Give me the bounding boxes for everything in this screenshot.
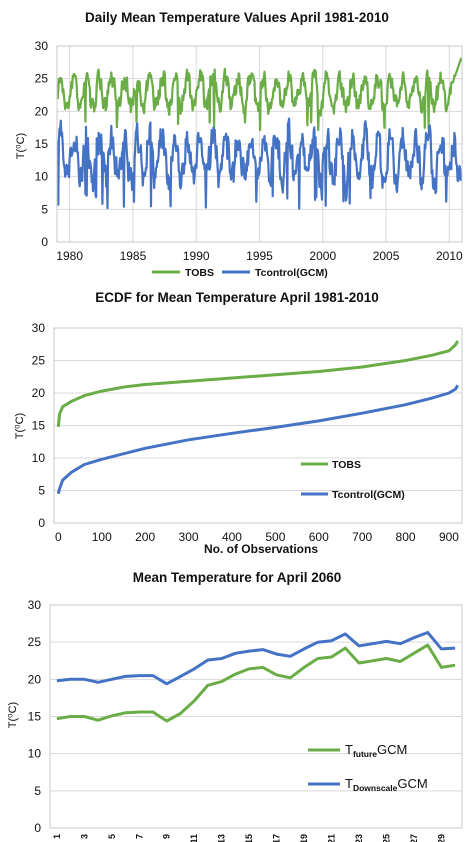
chart2-plot-frame (53, 327, 463, 524)
y-tick-label: 0 (41, 235, 48, 249)
chart2-legend-label-tobs: TOBS (332, 459, 361, 471)
x-tick-label: 200 (135, 530, 155, 544)
chart2-gridlines (54, 360, 462, 491)
y-tick-label: 0 (38, 516, 45, 530)
x-tick-label: 17 (272, 834, 282, 842)
y-tick-label: 25 (28, 635, 42, 649)
x-tick-label: 13 (217, 834, 227, 842)
series-line-tcontrol (56, 117, 463, 210)
chart2-legend: TOBS Tcontrol(GCM) (301, 459, 405, 501)
chart1-x-ticks: 1980 1985 1990 1995 2000 2005 2010 (56, 249, 463, 263)
chart3-y-ticks: 0 5 10 15 20 25 30 (28, 598, 42, 835)
y-tick-label: 15 (35, 137, 49, 151)
chart2-title: ECDF for Mean Temperature April 1981-201… (95, 290, 379, 305)
series-line-tobs (56, 57, 463, 132)
x-tick-label: 21 (327, 834, 337, 842)
chart1-series (56, 57, 463, 210)
series-line-tdownscale (56, 631, 456, 686)
chart-april-2060: Mean Temperature for April 2060 05101520… (7, 570, 463, 842)
y-tick-label: 25 (35, 72, 49, 86)
x-tick-label: 1 (52, 834, 62, 839)
x-tick-label: 23 (354, 834, 364, 842)
y-tick-label: 30 (35, 39, 49, 53)
y-tick-label: 25 (32, 354, 46, 368)
x-tick-label: 900 (439, 530, 459, 544)
y-tick-label: 30 (32, 321, 46, 335)
chart3-legend-label-tfuture: TfutureGCM (345, 742, 407, 759)
chart3-legend: TfutureGCM TDownscaleGCM (308, 742, 428, 793)
x-tick-label: 0 (55, 530, 62, 544)
x-tick-label: 600 (309, 530, 329, 544)
x-tick-label: 1990 (183, 249, 210, 263)
chart2-series (56, 340, 460, 495)
chart-daily-mean-temperature: Daily Mean Temperature Values April 1981… (15, 10, 463, 279)
series-line-tobs (56, 340, 460, 427)
chart-ecdf-mean-temperature: ECDF for Mean Temperature April 1981-201… (14, 290, 463, 556)
chart2-x-axis-label: No. of Observations (204, 542, 318, 556)
x-tick-label: 29 (436, 834, 446, 842)
chart3-y-axis-label: T(⁰C) (7, 702, 19, 728)
x-tick-label: 1985 (120, 249, 147, 263)
chart1-plot-frame (56, 45, 463, 243)
y-tick-label: 20 (35, 104, 49, 118)
chart3-series (56, 631, 456, 723)
series-line-tfuture (56, 643, 456, 723)
x-tick-label: 2005 (373, 249, 400, 263)
x-tick-label: 3 (79, 834, 89, 839)
x-tick-label: 7 (134, 834, 144, 839)
chart3-plot-frame (49, 604, 463, 829)
x-tick-label: 300 (179, 530, 199, 544)
y-tick-label: 10 (32, 451, 46, 465)
x-tick-label: 5 (107, 834, 117, 839)
chart2-y-ticks: 0 5 10 15 20 25 30 (32, 321, 46, 530)
chart2-y-axis-label: T(⁰C) (14, 413, 26, 439)
x-tick-label: 27 (409, 834, 419, 842)
chart2-legend-label-tcontrol: Tcontrol(GCM) (332, 489, 405, 501)
chart2-x-ticks: 0 100 200 300 400 500 600 700 800 900 (55, 530, 459, 544)
x-tick-label: 800 (396, 530, 416, 544)
chart3-legend-label-tdownscale: TDownscaleGCM (345, 776, 428, 793)
x-tick-label: 2010 (436, 249, 463, 263)
series-line-tcontrol (56, 384, 460, 495)
x-tick-label: 9 (162, 834, 172, 839)
chart1-y-ticks: 0 5 10 15 20 25 30 (35, 39, 49, 249)
x-tick-label: 1980 (56, 249, 83, 263)
chart3-title: Mean Temperature for April 2060 (133, 570, 342, 585)
chart1-legend: TOBS Tcontrol(GCM) (152, 267, 328, 279)
y-tick-label: 5 (38, 484, 45, 498)
chart1-y-axis-label: T(⁰C) (15, 133, 27, 159)
y-tick-label: 20 (28, 672, 42, 686)
y-tick-label: 15 (28, 710, 42, 724)
x-tick-label: 11 (189, 834, 199, 842)
x-tick-label: 700 (352, 530, 372, 544)
x-tick-label: 500 (265, 530, 285, 544)
x-tick-label: 19 (299, 834, 309, 842)
y-tick-label: 10 (35, 170, 49, 184)
y-tick-label: 10 (28, 747, 42, 761)
x-tick-label: 15 (244, 834, 254, 842)
x-tick-label: 100 (92, 530, 112, 544)
chart1-legend-label-tobs: TOBS (185, 267, 214, 279)
chart1-legend-label-tcontrol: Tcontrol(GCM) (255, 267, 328, 279)
x-tick-label: 2000 (309, 249, 336, 263)
y-tick-label: 30 (28, 598, 42, 612)
x-tick-label: 25 (381, 834, 391, 842)
y-tick-label: 0 (34, 821, 41, 835)
y-tick-label: 20 (32, 386, 46, 400)
y-tick-label: 5 (41, 202, 48, 216)
chart1-title: Daily Mean Temperature Values April 1981… (85, 10, 389, 25)
chart3-x-ticks: 1 3 5 7 9 11 13 15 17 19 21 23 25 27 29 (52, 834, 447, 842)
x-tick-label: 1995 (246, 249, 273, 263)
x-tick-label: 400 (222, 530, 242, 544)
y-tick-label: 5 (34, 784, 41, 798)
y-tick-label: 15 (32, 419, 46, 433)
